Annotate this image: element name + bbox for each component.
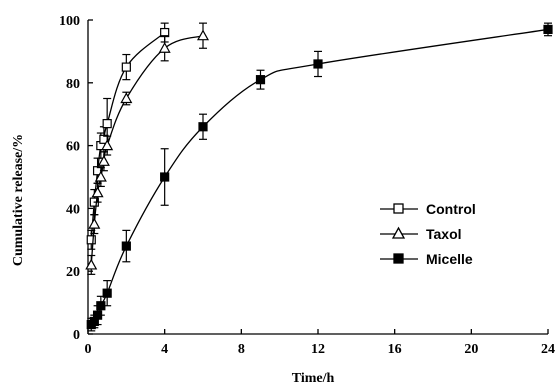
series-control bbox=[86, 22, 170, 250]
data-point bbox=[101, 139, 114, 151]
data-point bbox=[158, 42, 171, 53]
x-tick-label: 12 bbox=[311, 342, 325, 357]
y-tick-label: 80 bbox=[66, 77, 80, 92]
y-axis-title: Cumulative release/% bbox=[11, 134, 26, 266]
legend-marker-control bbox=[393, 203, 404, 214]
series-line-micelle bbox=[90, 28, 549, 326]
data-point bbox=[91, 186, 104, 198]
series-layer bbox=[85, 22, 553, 332]
data-point bbox=[86, 235, 96, 245]
data-point bbox=[97, 155, 110, 166]
x-axis-title: Time/h bbox=[292, 371, 335, 386]
x-tick-label: 8 bbox=[238, 342, 245, 357]
legend-marker-micelle bbox=[393, 253, 404, 264]
data-point bbox=[88, 217, 101, 229]
data-point bbox=[121, 241, 131, 251]
data-point bbox=[196, 29, 210, 41]
tick-marks bbox=[87, 19, 549, 335]
data-point bbox=[99, 134, 109, 144]
tick-labels: 0 4 8 12 16 20 24 0 20 40 60 80 100 bbox=[59, 14, 555, 357]
legend-item-control: Control bbox=[380, 201, 476, 217]
data-point bbox=[96, 301, 106, 311]
data-point bbox=[255, 75, 266, 85]
x-tick-label: 4 bbox=[161, 342, 168, 357]
data-point bbox=[313, 59, 323, 69]
y-tick-label: 0 bbox=[73, 328, 80, 343]
x-tick-label: 20 bbox=[464, 342, 478, 357]
data-point bbox=[102, 288, 112, 298]
legend-label-control: Control bbox=[426, 201, 476, 217]
data-point bbox=[160, 172, 170, 182]
data-point bbox=[102, 119, 112, 129]
series-line-taxol bbox=[90, 35, 204, 265]
legend-item-micelle: Micelle bbox=[380, 251, 473, 267]
data-point bbox=[121, 62, 131, 72]
data-point bbox=[198, 122, 208, 132]
y-tick-label: 100 bbox=[59, 14, 80, 29]
series-micelle bbox=[86, 22, 553, 332]
data-point bbox=[92, 310, 103, 320]
y-tick-label: 60 bbox=[66, 140, 80, 155]
x-tick-label: 0 bbox=[85, 342, 92, 357]
x-tick-label: 16 bbox=[388, 342, 402, 357]
series-taxol bbox=[85, 22, 210, 275]
data-point bbox=[85, 258, 98, 270]
legend-label-micelle: Micelle bbox=[426, 251, 473, 267]
y-tick-label: 40 bbox=[66, 202, 80, 217]
legend-marker-taxol bbox=[391, 226, 406, 239]
legend-label-taxol: Taxol bbox=[426, 226, 462, 242]
legend-item-taxol: Taxol bbox=[380, 226, 462, 242]
y-tick-label: 20 bbox=[66, 265, 80, 280]
data-point bbox=[120, 92, 133, 104]
data-point bbox=[94, 170, 107, 182]
x-tick-label: 24 bbox=[541, 342, 555, 357]
legend: Control Taxol Micelle bbox=[380, 201, 476, 267]
data-point bbox=[543, 24, 553, 35]
